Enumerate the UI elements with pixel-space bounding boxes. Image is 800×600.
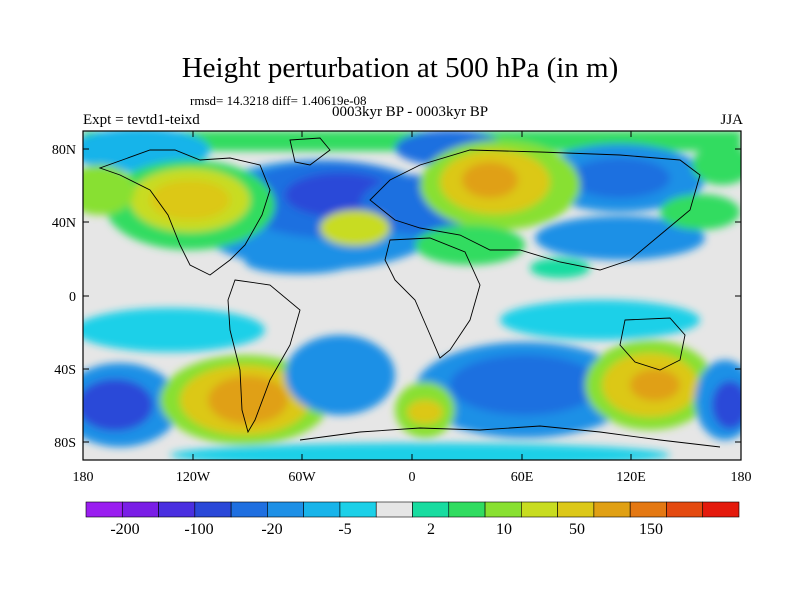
stats-label: rmsd= 14.3218 diff= 1.40619e-08	[190, 93, 367, 108]
colorbar-label: 2	[427, 521, 435, 538]
lon-tick-label: 60W	[288, 470, 316, 485]
colorbar-swatch	[194, 501, 232, 518]
colorbar-swatch	[593, 501, 631, 518]
lon-tick-label: 120E	[616, 470, 646, 485]
colorbar-label: 10	[496, 521, 512, 538]
colorbar-swatch	[557, 501, 595, 518]
lat-tick-label: 80N	[52, 143, 76, 158]
colorbar-label: -100	[184, 521, 213, 538]
colorbar-label: 50	[569, 521, 585, 538]
lon-tick-label: 0	[409, 470, 416, 485]
colorbar-swatch	[121, 501, 159, 518]
height-perturbation-field	[83, 131, 741, 460]
map-title: Height perturbation at 500 hPa (in m)	[181, 52, 619, 84]
colorbar-swatch	[412, 501, 450, 518]
lat-tick-label: 40S	[54, 363, 76, 378]
colorbar-swatch	[303, 501, 341, 518]
colorbar-swatch	[629, 501, 667, 518]
colorbar-swatch	[702, 501, 740, 518]
colorbar-label: -200	[110, 521, 139, 538]
colorbar-swatch	[484, 501, 522, 518]
coastlines	[98, 137, 721, 448]
colorbar-swatch	[267, 501, 304, 518]
colorbar-swatch	[448, 501, 486, 518]
lat-tick-label: 40N	[52, 216, 76, 231]
experiment-label: Expt = tevtd1-teixd	[83, 112, 200, 128]
lon-tick-label: 180	[73, 470, 94, 485]
colorbar-swatch	[230, 501, 268, 518]
colorbar-swatch	[666, 501, 704, 518]
colorbar-swatch	[375, 501, 413, 518]
colorbar	[85, 501, 740, 518]
colorbar-swatch	[521, 501, 558, 518]
colorbar-label: -5	[338, 521, 351, 538]
lon-tick-label: 120W	[176, 470, 211, 485]
colorbar-label: -20	[261, 521, 282, 538]
colorbar-label: 150	[639, 521, 663, 538]
colorbar-swatch	[339, 501, 377, 518]
lon-tick-label: 180	[731, 470, 752, 485]
colorbar-swatch	[85, 501, 123, 518]
lat-tick-label: 80S	[54, 436, 76, 451]
season-label: JJA	[720, 112, 743, 128]
lat-tick-label: 0	[69, 290, 76, 305]
lon-tick-label: 60E	[511, 470, 534, 485]
colorbar-swatch	[158, 501, 196, 518]
period-subtitle: 0003kyr BP - 0003kyr BP	[331, 104, 489, 120]
axis-ticks	[83, 131, 741, 460]
